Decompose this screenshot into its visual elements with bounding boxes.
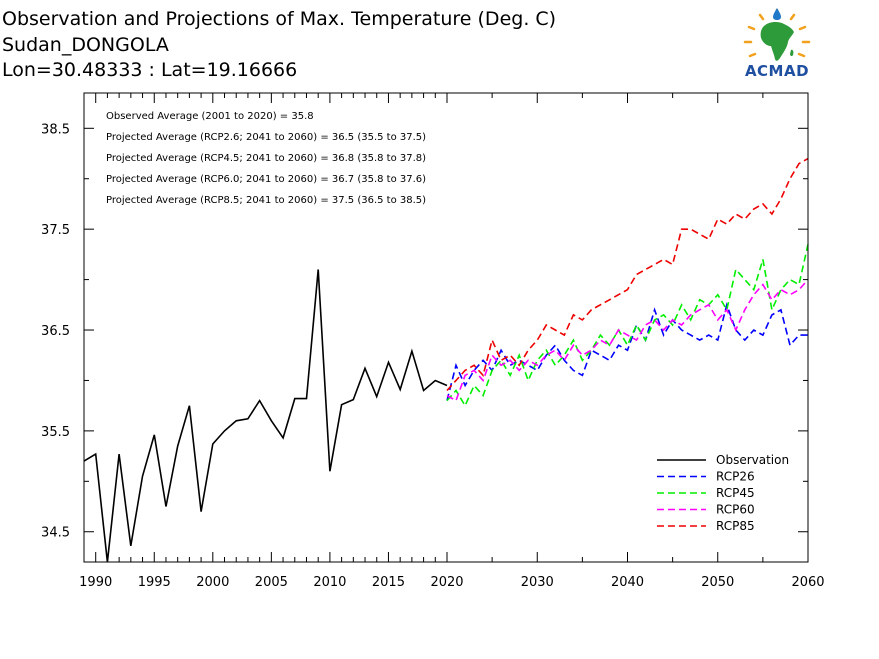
series-line-rcp26 (446, 302, 808, 401)
x-tick-label: 2000 (196, 575, 229, 590)
series-line-observation (83, 269, 448, 563)
legend-label-rcp60: RCP60 (716, 503, 755, 517)
stat-line: Projected Average (RCP6.0; 2041 to 2060)… (106, 174, 426, 185)
chart-title: Observation and Projections of Max. Temp… (2, 8, 557, 30)
x-tick-label: 2040 (611, 575, 644, 590)
legend-label-rcp85: RCP85 (716, 519, 755, 533)
stats-box: Observed Average (2001 to 2020) = 35.8 Pr… (106, 111, 426, 206)
series-line-rcp45 (446, 244, 809, 408)
stat-line: Projected Average (RCP2.6; 2041 to 2060)… (106, 132, 426, 143)
station-name: Sudan_DONGOLA (2, 34, 169, 56)
x-tick-label: 2060 (791, 575, 824, 590)
y-tick-label: 34.5 (41, 526, 70, 541)
x-tick-label: 1995 (138, 575, 171, 590)
station-coordinates: Lon=30.48333 : Lat=19.16666 (2, 59, 298, 81)
legend-label-rcp45: RCP45 (716, 486, 755, 500)
stat-line: Projected Average (RCP4.5; 2041 to 2060)… (106, 153, 426, 164)
legend-label-rcp26: RCP26 (716, 470, 755, 484)
acmad-logo: ACMAD (736, 6, 818, 82)
axis-layer: 1990 1995 2000 2005 2010 2015 2020 2030 2040 2050… (41, 93, 825, 590)
plot-frame (83, 92, 809, 563)
y-tick-label: 38.5 (41, 122, 70, 137)
acmad-logo-text: ACMAD (744, 62, 810, 80)
x-tick-label: 2005 (255, 575, 288, 590)
x-tick-label: 2020 (430, 575, 463, 590)
y-tick-label: 37.5 (41, 223, 70, 238)
stat-line: Projected Average (RCP8.5; 2041 to 2060)… (106, 195, 426, 206)
x-tick-label: 1990 (79, 575, 112, 590)
africa-map-icon (743, 8, 811, 61)
series-line-rcp60 (446, 279, 809, 402)
x-tick-label: 2030 (521, 575, 554, 590)
x-tick-label: 2050 (701, 575, 734, 590)
y-tick-label: 36.5 (41, 324, 70, 339)
legend: Observation RCP26 RCP45 RCP60 RCP85 (657, 453, 789, 533)
legend-label-observation: Observation (716, 453, 789, 467)
stat-line: Observed Average (2001 to 2020) = 35.8 (106, 111, 314, 122)
x-tick-label: 2015 (372, 575, 405, 590)
x-tick-label: 2010 (313, 575, 346, 590)
series-line-rcp85 (446, 157, 809, 392)
series-layer (83, 157, 809, 563)
y-tick-label: 35.5 (41, 425, 70, 440)
